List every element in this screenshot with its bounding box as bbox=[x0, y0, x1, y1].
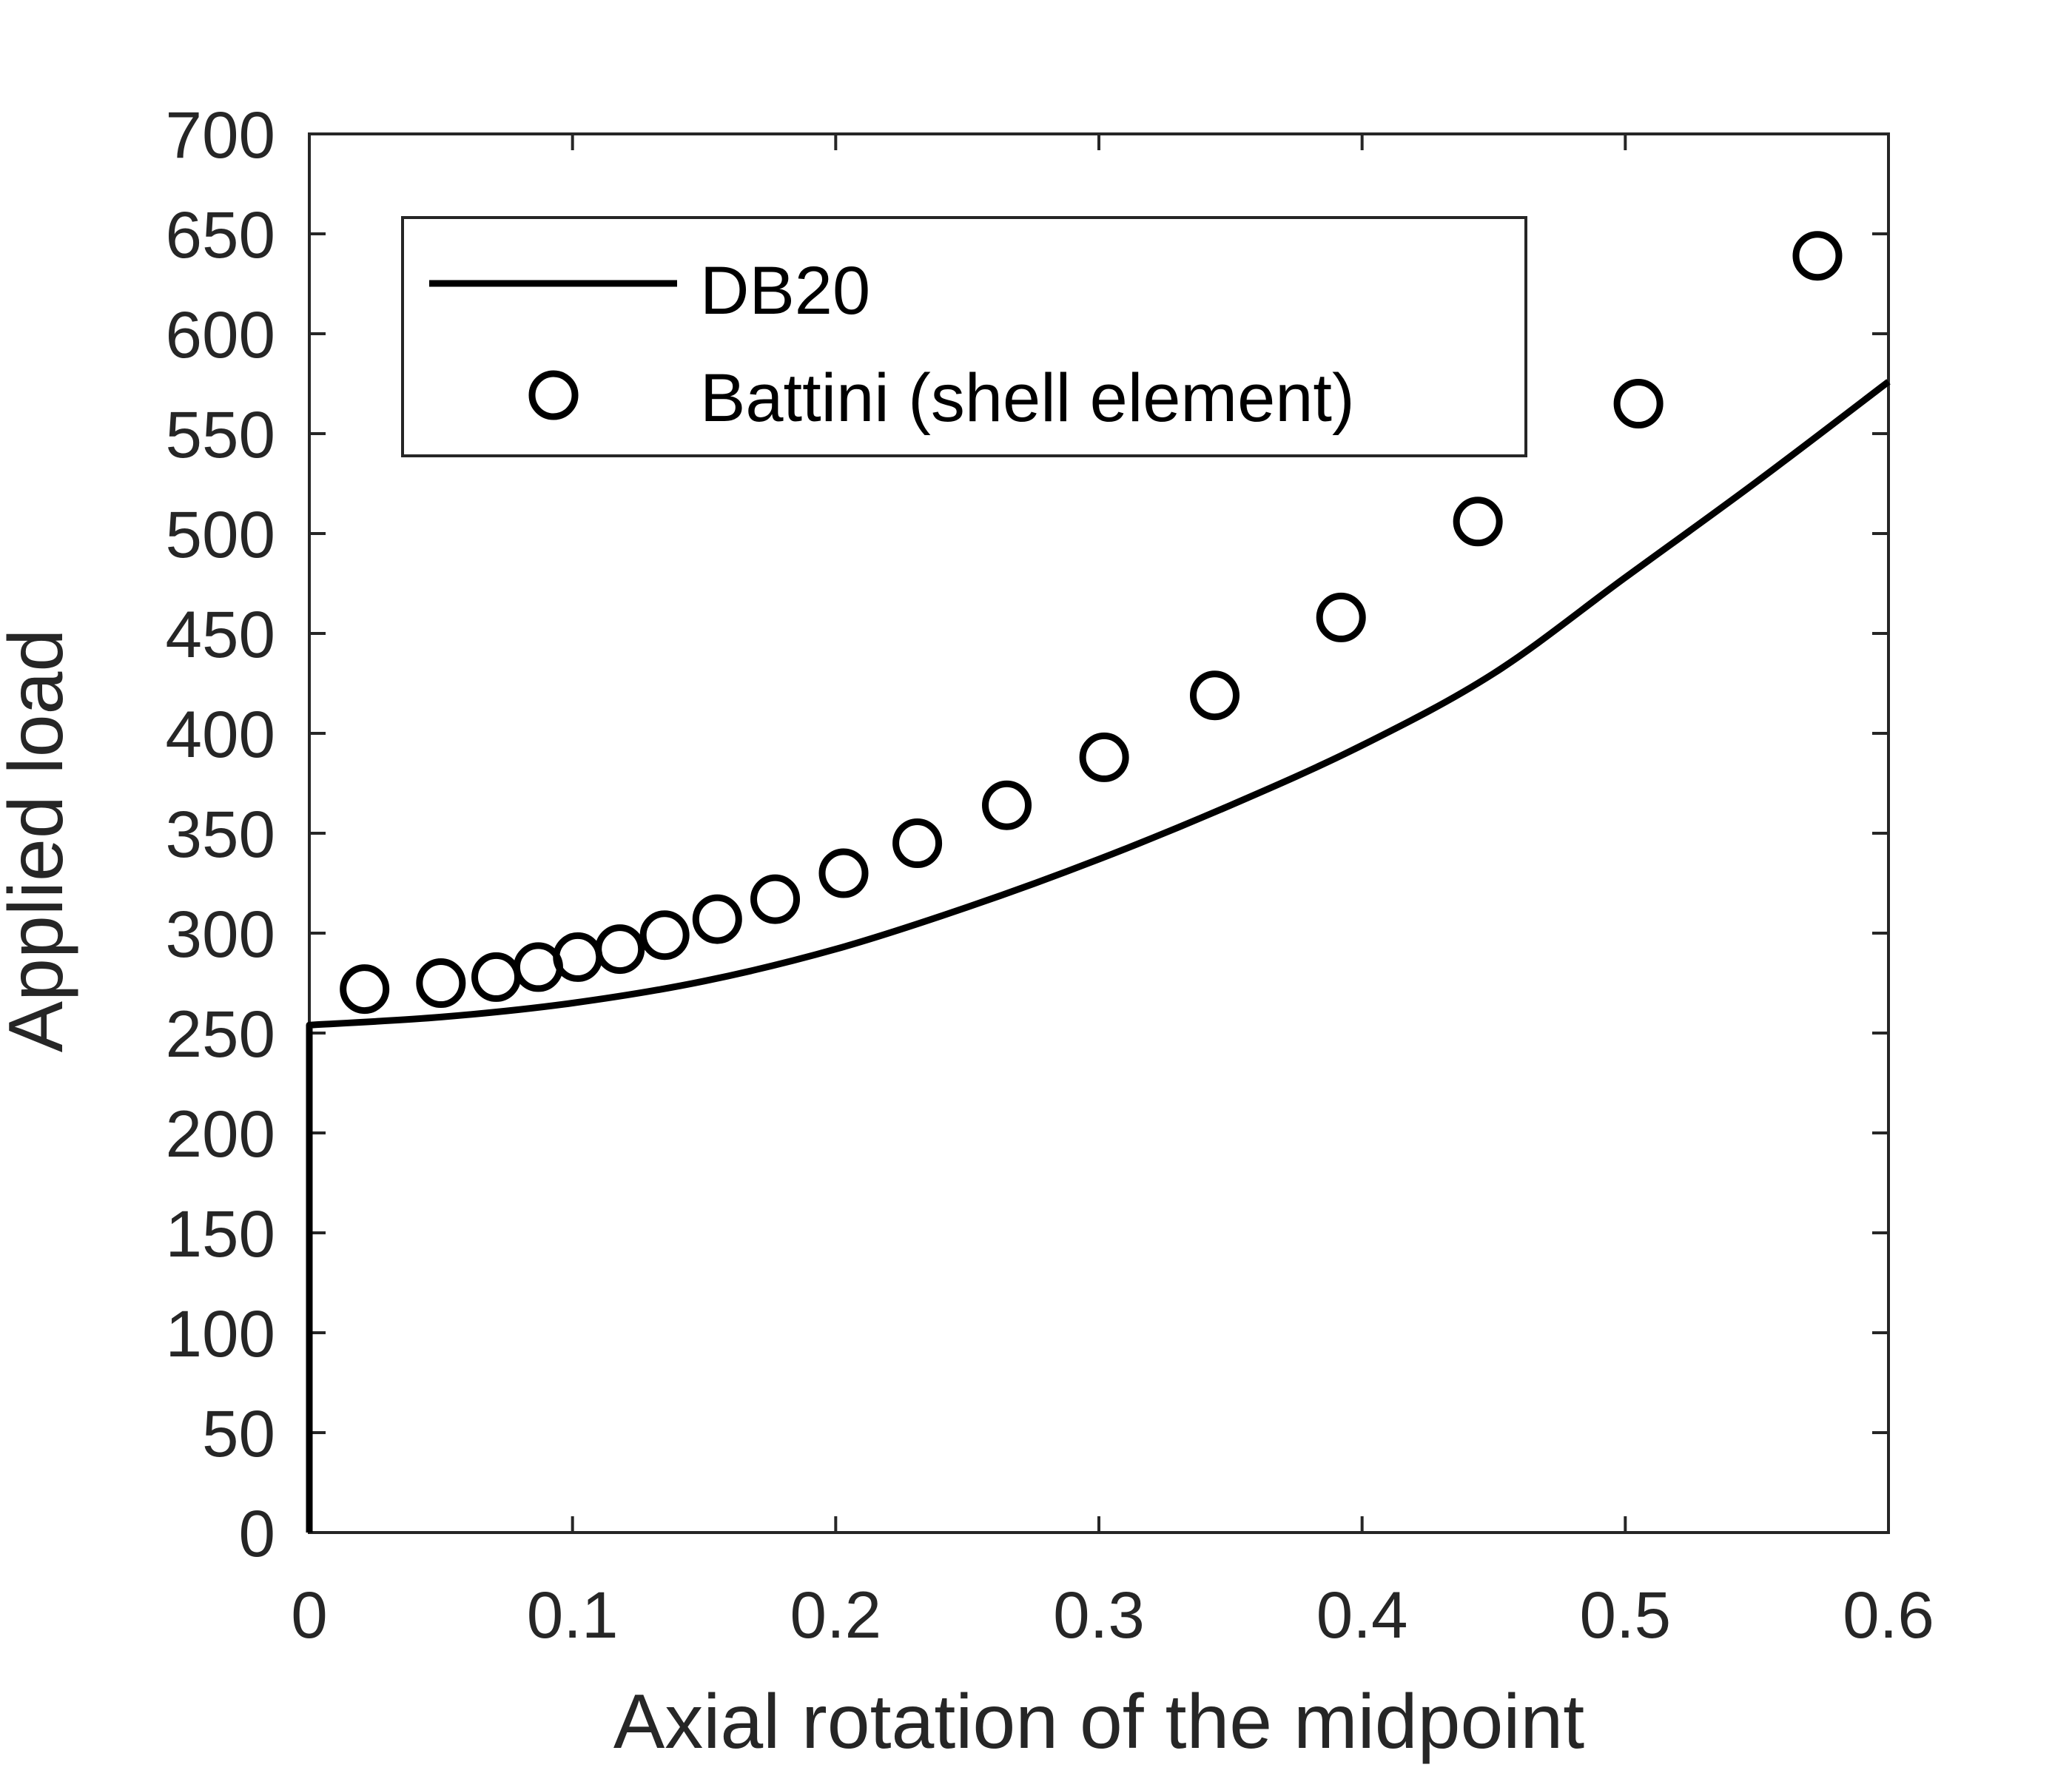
y-tick-label: 450 bbox=[166, 597, 276, 671]
data-point-battini bbox=[416, 958, 466, 1008]
data-point-battini bbox=[1189, 670, 1240, 721]
data-point-battini bbox=[892, 818, 943, 868]
legend-label-db20: DB20 bbox=[700, 253, 870, 329]
series-layer bbox=[306, 231, 1891, 1533]
y-tick-label: 300 bbox=[166, 897, 276, 971]
legend-swatch-battini bbox=[528, 370, 579, 420]
y-tick-label: 600 bbox=[166, 297, 276, 371]
y-axis: 0 50 100 150 200 250 300 350 400 450 500 550 600 650 7… bbox=[166, 98, 1888, 1570]
x-tick-label: 0.2 bbox=[790, 1578, 881, 1652]
x-axis: 0 0.1 0.2 0.3 0.4 0.5 0.6 bbox=[291, 134, 1934, 1652]
y-tick-label: 150 bbox=[166, 1197, 276, 1271]
x-tick-label: 0.1 bbox=[527, 1578, 619, 1652]
data-point-battini bbox=[1316, 592, 1366, 642]
y-tick-label: 350 bbox=[166, 797, 276, 871]
x-tick-label: 0.4 bbox=[1316, 1578, 1408, 1652]
x-tick-label: 0.3 bbox=[1053, 1578, 1145, 1652]
data-point-battini bbox=[1792, 231, 1843, 281]
y-tick-label: 500 bbox=[166, 497, 276, 571]
data-point-battini bbox=[818, 848, 869, 898]
data-point-battini bbox=[639, 910, 690, 961]
x-axis-label: Axial rotation of the midpoint bbox=[613, 1679, 1584, 1765]
data-point-battini bbox=[1079, 732, 1129, 782]
y-tick-label: 200 bbox=[166, 1097, 276, 1171]
data-point-battini bbox=[1453, 497, 1503, 547]
data-point-battini bbox=[750, 874, 801, 924]
data-point-battini bbox=[1613, 379, 1664, 428]
data-point-battini bbox=[692, 894, 742, 944]
y-tick-label: 650 bbox=[166, 198, 276, 272]
data-point-battini bbox=[982, 780, 1032, 830]
y-tick-label: 100 bbox=[166, 1296, 276, 1370]
y-tick-label: 50 bbox=[202, 1396, 275, 1470]
x-tick-label: 0.6 bbox=[1843, 1578, 1934, 1652]
x-tick-label: 0.5 bbox=[1579, 1578, 1671, 1652]
data-point-battini bbox=[340, 964, 390, 1015]
y-tick-label: 250 bbox=[166, 997, 276, 1071]
y-tick-label: 550 bbox=[166, 397, 276, 471]
series-line-db20 bbox=[306, 379, 1891, 1533]
data-point-battini bbox=[595, 924, 645, 975]
legend: DB20 Battini (shell element) bbox=[401, 216, 1527, 457]
y-tick-label: 400 bbox=[166, 697, 276, 771]
y-tick-label: 0 bbox=[239, 1496, 276, 1570]
x-tick-label: 0 bbox=[291, 1578, 328, 1652]
y-tick-label: 700 bbox=[166, 98, 276, 172]
legend-box bbox=[401, 216, 1527, 457]
y-axis-label: Applied load bbox=[0, 629, 79, 1052]
legend-label-battini: Battini (shell element) bbox=[700, 360, 1355, 436]
